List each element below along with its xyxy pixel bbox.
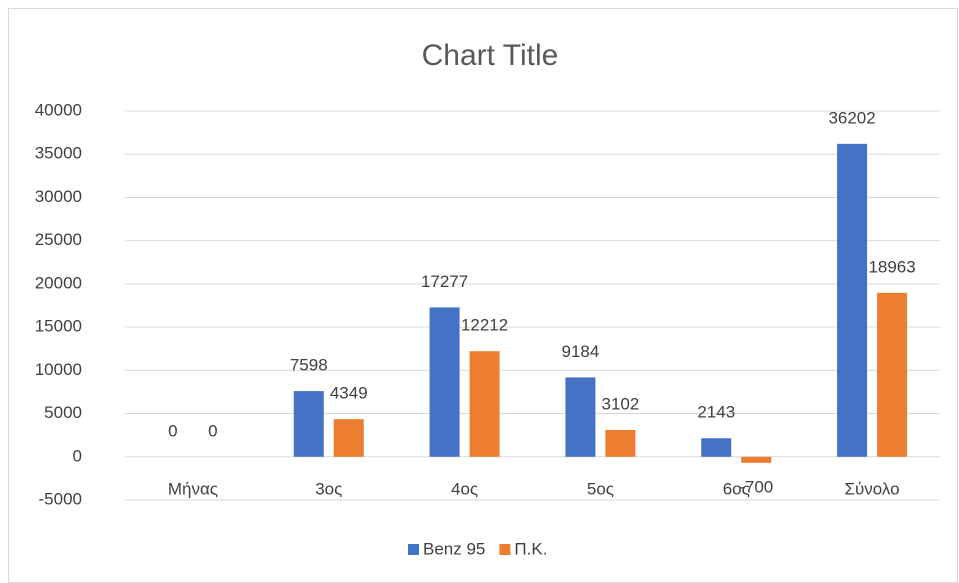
bar bbox=[701, 438, 732, 457]
y-tick-label: 35000 bbox=[35, 144, 82, 163]
data-label: 2143 bbox=[697, 403, 735, 422]
bar bbox=[837, 143, 868, 457]
bar bbox=[605, 429, 636, 457]
data-label: 4349 bbox=[330, 384, 368, 403]
data-label: 3102 bbox=[602, 394, 640, 413]
data-label: 0 bbox=[168, 421, 177, 440]
data-label: -700 bbox=[739, 477, 773, 496]
y-tick-label: 0 bbox=[73, 446, 82, 465]
data-label: 12212 bbox=[461, 316, 508, 335]
legend-label: Π.Κ. bbox=[514, 539, 547, 558]
bar bbox=[565, 377, 596, 457]
y-tick-label: 5000 bbox=[44, 403, 82, 422]
y-tick-label: -5000 bbox=[39, 489, 82, 508]
bar bbox=[333, 419, 364, 457]
legend-swatch bbox=[408, 544, 419, 555]
chart-title: Chart Title bbox=[422, 39, 559, 72]
x-tick-label: 5ος bbox=[587, 479, 614, 498]
bar bbox=[429, 307, 460, 457]
y-tick-label: 15000 bbox=[35, 317, 82, 336]
data-label: 17277 bbox=[421, 272, 468, 291]
data-label: 0 bbox=[208, 421, 217, 440]
x-tick-label: Σύνολο bbox=[845, 479, 900, 498]
data-label: 9184 bbox=[562, 342, 600, 361]
chart-border bbox=[8, 8, 958, 583]
y-tick-label: 20000 bbox=[35, 273, 82, 292]
x-tick-label: 4ος bbox=[451, 479, 478, 498]
y-tick-label: 40000 bbox=[35, 100, 82, 119]
legend-label: Benz 95 bbox=[423, 539, 485, 558]
y-tick-label: 10000 bbox=[35, 360, 82, 379]
x-tick-label: 3ος bbox=[315, 479, 342, 498]
y-tick-label: 25000 bbox=[35, 230, 82, 249]
legend-swatch bbox=[499, 544, 511, 555]
bar bbox=[293, 391, 324, 457]
y-tick-label: 30000 bbox=[35, 187, 82, 206]
bar bbox=[741, 456, 772, 463]
bar bbox=[469, 351, 500, 457]
x-tick-label: Μήνας bbox=[168, 479, 218, 498]
x-tick-label: 6ος bbox=[723, 479, 750, 498]
data-label: 18963 bbox=[868, 257, 915, 276]
data-label: 7598 bbox=[290, 356, 328, 375]
bar bbox=[877, 292, 908, 457]
data-label: 36202 bbox=[828, 108, 875, 127]
